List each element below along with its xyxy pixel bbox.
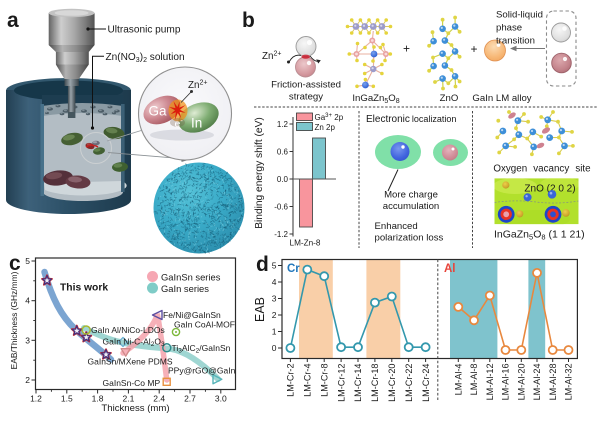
svg-text:Cr: Cr xyxy=(287,263,300,275)
svg-text:LM-Al-24: LM-Al-24 xyxy=(532,364,542,401)
svg-text:GaInSn-Co MP: GaInSn-Co MP xyxy=(103,378,161,388)
svg-text:InGaZn5O8: InGaZn5O8 xyxy=(352,93,399,105)
svg-text:d: d xyxy=(256,253,269,276)
svg-text:4: 4 xyxy=(272,277,277,287)
svg-text:InGaZn5O8 (1 1 21): InGaZn5O8 (1 1 21) xyxy=(494,229,585,242)
svg-text:Binding energy shift (eV): Binding energy shift (eV) xyxy=(254,117,265,229)
svg-text:GaIn Ni-C-Al2O3: GaIn Ni-C-Al2O3 xyxy=(103,337,165,349)
svg-text:GaIn series: GaIn series xyxy=(161,283,209,294)
svg-text:Enhanced: Enhanced xyxy=(375,221,418,232)
svg-text:1.2: 1.2 xyxy=(30,394,42,404)
svg-text:LM-Cr-14: LM-Cr-14 xyxy=(353,364,363,402)
svg-text:LM-Cr-22: LM-Cr-22 xyxy=(404,364,414,402)
svg-text:LM-Cr-20: LM-Cr-20 xyxy=(387,364,397,402)
svg-text:This work: This work xyxy=(60,283,108,294)
svg-text:LM-Cr-18: LM-Cr-18 xyxy=(370,364,380,402)
svg-text:3: 3 xyxy=(272,294,277,304)
svg-text:Fe/Ni@GaInSn: Fe/Ni@GaInSn xyxy=(163,310,221,320)
svg-text:LM-Cr-24: LM-Cr-24 xyxy=(421,364,431,402)
svg-text:1.2: 1.2 xyxy=(277,120,289,129)
svg-text:LM-Cr-8: LM-Cr-8 xyxy=(319,364,329,397)
svg-text:LM-Al-28: LM-Al-28 xyxy=(548,364,558,401)
svg-text:LM-Al-8: LM-Al-8 xyxy=(469,364,479,396)
svg-text:polarization loss: polarization loss xyxy=(375,233,444,244)
svg-text:-1.2: -1.2 xyxy=(274,230,288,239)
svg-text:LM-Al-16: LM-Al-16 xyxy=(501,364,511,401)
svg-text:LM-Zn-8: LM-Zn-8 xyxy=(290,239,321,248)
svg-text:0.0: 0.0 xyxy=(277,175,289,184)
svg-text:b: b xyxy=(242,9,255,32)
svg-text:LM-Al-12: LM-Al-12 xyxy=(485,364,495,401)
svg-text:phase: phase xyxy=(496,23,522,34)
svg-text:Thickness (mm): Thickness (mm) xyxy=(101,403,169,414)
svg-text:accumulation: accumulation xyxy=(383,201,440,212)
svg-text:LM-Al-4: LM-Al-4 xyxy=(454,364,464,396)
svg-text:EAB: EAB xyxy=(253,297,267,322)
svg-text:3.0: 3.0 xyxy=(215,394,227,404)
svg-text:0: 0 xyxy=(272,343,277,353)
svg-text:+: + xyxy=(470,42,477,56)
svg-text:GaInSn series: GaInSn series xyxy=(161,272,221,283)
svg-text:Al: Al xyxy=(444,263,456,275)
svg-text:LM-Al-32: LM-Al-32 xyxy=(564,364,574,401)
svg-text:strategy: strategy xyxy=(289,92,323,103)
svg-text:Oxygen vacancy site: Oxygen vacancy site xyxy=(493,164,591,175)
svg-text:GaInSn/MXene PDMS: GaInSn/MXene PDMS xyxy=(88,357,173,367)
svg-text:3: 3 xyxy=(25,335,30,345)
svg-text:c: c xyxy=(9,252,21,275)
svg-text:In: In xyxy=(191,116,202,131)
svg-text:5: 5 xyxy=(272,261,277,271)
svg-text:Ga: Ga xyxy=(149,104,168,119)
svg-text:2: 2 xyxy=(25,375,30,385)
svg-text:EAB/Thickness (GHz/mm): EAB/Thickness (GHz/mm) xyxy=(9,271,19,369)
svg-text:LM-Cr-2: LM-Cr-2 xyxy=(286,364,296,397)
svg-text:4: 4 xyxy=(25,296,30,306)
svg-text:Solid-liquid: Solid-liquid xyxy=(496,10,543,21)
svg-text:2: 2 xyxy=(272,310,277,320)
svg-text:1.5: 1.5 xyxy=(61,394,73,404)
svg-text:More charge: More charge xyxy=(384,190,438,201)
svg-text:1: 1 xyxy=(272,327,277,337)
svg-text:GaIn CoAl-MOF: GaIn CoAl-MOF xyxy=(174,320,235,330)
svg-text:5: 5 xyxy=(25,256,30,266)
svg-text:0.6: 0.6 xyxy=(277,147,289,156)
svg-text:Zn 2p: Zn 2p xyxy=(315,123,336,132)
svg-text:Ultrasonic pump: Ultrasonic pump xyxy=(108,25,181,36)
svg-text:GaIn LM alloy: GaIn LM alloy xyxy=(472,93,531,104)
svg-text:PPy@rGO@GaIn: PPy@rGO@GaIn xyxy=(168,366,236,376)
svg-text:+: + xyxy=(403,42,410,56)
svg-text:Friction-assisted: Friction-assisted xyxy=(271,80,341,91)
svg-text:LM-Al-20: LM-Al-20 xyxy=(517,364,527,401)
svg-text:LM-Cr-4: LM-Cr-4 xyxy=(303,364,313,397)
svg-text:LM-Cr-12: LM-Cr-12 xyxy=(336,364,346,402)
svg-text:GaIn Al/NiCo-LDOs: GaIn Al/NiCo-LDOs xyxy=(91,325,165,335)
svg-text:-0.6: -0.6 xyxy=(274,202,288,211)
svg-text:ZnO: ZnO xyxy=(440,93,459,104)
svg-text:2.7: 2.7 xyxy=(184,394,196,404)
svg-text:a: a xyxy=(7,9,19,32)
svg-text:transition: transition xyxy=(496,36,535,47)
